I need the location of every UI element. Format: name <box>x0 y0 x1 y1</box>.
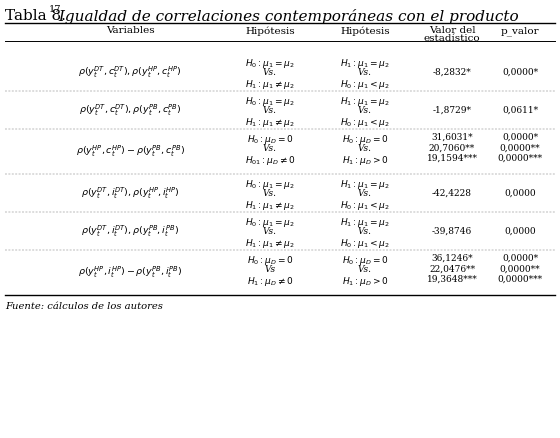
Text: $H_1:\mu_1\neq\mu_2$: $H_1:\mu_1\neq\mu_2$ <box>245 78 295 91</box>
Text: Vs: Vs <box>264 265 276 273</box>
Text: $H_1:\mu_1=\mu_2$: $H_1:\mu_1=\mu_2$ <box>340 177 390 191</box>
Text: 0,0000**: 0,0000** <box>500 265 540 273</box>
Text: $H_1:\mu_1\neq\mu_2$: $H_1:\mu_1\neq\mu_2$ <box>245 116 295 129</box>
Text: Tabla 8.: Tabla 8. <box>5 9 66 23</box>
Text: 0,0000: 0,0000 <box>504 226 536 236</box>
Text: $\rho(y_t^{DT},c_t^{DT}),\rho(y_t^{PB},c_t^{PB})$: $\rho(y_t^{DT},c_t^{DT}),\rho(y_t^{PB},c… <box>79 102 181 117</box>
Text: $H_1:\mu_D>0$: $H_1:\mu_D>0$ <box>342 154 388 166</box>
Text: Vs.: Vs. <box>263 106 277 115</box>
Text: p_valor: p_valor <box>501 26 539 35</box>
Text: $\rho(y_t^{DT},i_t^{DT}),\rho(y_t^{PB},i_t^{PB})$: $\rho(y_t^{DT},i_t^{DT}),\rho(y_t^{PB},i… <box>81 223 179 238</box>
Text: $\rho(y_t^{HP},c_t^{HP})-\rho(y_t^{PB},c_t^{PB})$: $\rho(y_t^{HP},c_t^{HP})-\rho(y_t^{PB},c… <box>76 144 184 159</box>
Text: 0,0000**: 0,0000** <box>500 144 540 153</box>
Text: 0,0611*: 0,0611* <box>502 106 538 115</box>
Text: Variables: Variables <box>106 26 155 35</box>
Text: Vs.: Vs. <box>358 189 372 198</box>
Text: Vs.: Vs. <box>263 68 277 77</box>
Text: Vs.: Vs. <box>358 106 372 115</box>
Text: 0,0000*: 0,0000* <box>502 133 538 141</box>
Text: $H_0:\mu_D=0$: $H_0:\mu_D=0$ <box>247 133 293 146</box>
Text: 0,0000***: 0,0000*** <box>497 154 543 162</box>
Text: $H_0:\mu_1<\mu_2$: $H_0:\mu_1<\mu_2$ <box>340 237 390 249</box>
Text: $\rho(y_t^{HP},i_t^{HP})-\rho(y_t^{PB},i_t^{PB})$: $\rho(y_t^{HP},i_t^{HP})-\rho(y_t^{PB},i… <box>78 264 182 279</box>
Text: Vs.: Vs. <box>263 189 277 198</box>
Text: 0,0000*: 0,0000* <box>502 68 538 77</box>
Text: $H_0:\mu_1=\mu_2$: $H_0:\mu_1=\mu_2$ <box>245 57 295 70</box>
Text: $H_0:\mu_1<\mu_2$: $H_0:\mu_1<\mu_2$ <box>340 116 390 129</box>
Text: Vs.: Vs. <box>358 68 372 77</box>
Text: $H_1:\mu_1=\mu_2$: $H_1:\mu_1=\mu_2$ <box>340 95 390 108</box>
Text: 19,3648***: 19,3648*** <box>427 274 477 283</box>
Text: -39,8746: -39,8746 <box>432 226 472 236</box>
Text: 0,0000***: 0,0000*** <box>497 274 543 283</box>
Text: 36,1246*: 36,1246* <box>431 254 473 262</box>
Text: 20,7060**: 20,7060** <box>429 144 475 153</box>
Text: $\rho(y_t^{DT},c_t^{DT}),\rho(y_t^{HP},c_t^{HP})$: $\rho(y_t^{DT},c_t^{DT}),\rho(y_t^{HP},c… <box>78 64 181 79</box>
Text: 0,0000: 0,0000 <box>504 189 536 198</box>
Text: $H_0:\mu_D=0$: $H_0:\mu_D=0$ <box>342 133 388 146</box>
Text: Vs.: Vs. <box>358 144 372 153</box>
Text: Vs.: Vs. <box>263 226 277 236</box>
Text: Hipótesis: Hipótesis <box>340 26 390 35</box>
Text: -42,4228: -42,4228 <box>432 189 472 198</box>
Text: $H_0:\mu_D=0$: $H_0:\mu_D=0$ <box>342 254 388 266</box>
Text: 17: 17 <box>49 5 62 14</box>
Text: Vs.: Vs. <box>358 226 372 236</box>
Text: 31,6031*: 31,6031* <box>431 133 473 141</box>
Text: -1,8729*: -1,8729* <box>432 106 472 115</box>
Text: $H_0:\mu_1=\mu_2$: $H_0:\mu_1=\mu_2$ <box>245 177 295 191</box>
Text: Vs.: Vs. <box>263 144 277 153</box>
Text: $\rho(y_t^{DT},i_t^{DT}),\rho(y_t^{HP},i_t^{HP})$: $\rho(y_t^{DT},i_t^{DT}),\rho(y_t^{HP},i… <box>81 185 179 200</box>
Text: $H_{01}:\mu_D\neq 0$: $H_{01}:\mu_D\neq 0$ <box>245 154 295 166</box>
Text: $H_1:\mu_D\neq 0$: $H_1:\mu_D\neq 0$ <box>247 274 293 287</box>
Text: $H_0:\mu_1=\mu_2$: $H_0:\mu_1=\mu_2$ <box>245 215 295 229</box>
Text: 0,0000*: 0,0000* <box>502 254 538 262</box>
Text: 22,0476**: 22,0476** <box>429 265 475 273</box>
Text: Igualdad de correlaciones contemporáneas con el producto: Igualdad de correlaciones contemporáneas… <box>54 9 519 24</box>
Text: $H_0:\mu_1=\mu_2$: $H_0:\mu_1=\mu_2$ <box>245 95 295 108</box>
Text: $H_1:\mu_1=\mu_2$: $H_1:\mu_1=\mu_2$ <box>340 57 390 70</box>
Text: $H_1:\mu_D>0$: $H_1:\mu_D>0$ <box>342 274 388 287</box>
Text: $H_0:\mu_1<\mu_2$: $H_0:\mu_1<\mu_2$ <box>340 78 390 91</box>
Text: 19,1594***: 19,1594*** <box>427 154 478 162</box>
Text: $H_0:\mu_1<\mu_2$: $H_0:\mu_1<\mu_2$ <box>340 198 390 212</box>
Text: -8,2832*: -8,2832* <box>433 68 472 77</box>
Text: $H_1:\mu_1\neq\mu_2$: $H_1:\mu_1\neq\mu_2$ <box>245 237 295 249</box>
Text: $H_1:\mu_1\neq\mu_2$: $H_1:\mu_1\neq\mu_2$ <box>245 198 295 212</box>
Text: Fuente: cálculos de los autores: Fuente: cálculos de los autores <box>5 301 163 310</box>
Text: $H_0:\mu_D=0$: $H_0:\mu_D=0$ <box>247 254 293 266</box>
Text: Vs.: Vs. <box>358 265 372 273</box>
Text: $H_1:\mu_1=\mu_2$: $H_1:\mu_1=\mu_2$ <box>340 215 390 229</box>
Text: estadístico: estadístico <box>424 34 480 43</box>
Text: Valor del: Valor del <box>429 26 475 35</box>
Text: Hipótesis: Hipótesis <box>245 26 295 35</box>
